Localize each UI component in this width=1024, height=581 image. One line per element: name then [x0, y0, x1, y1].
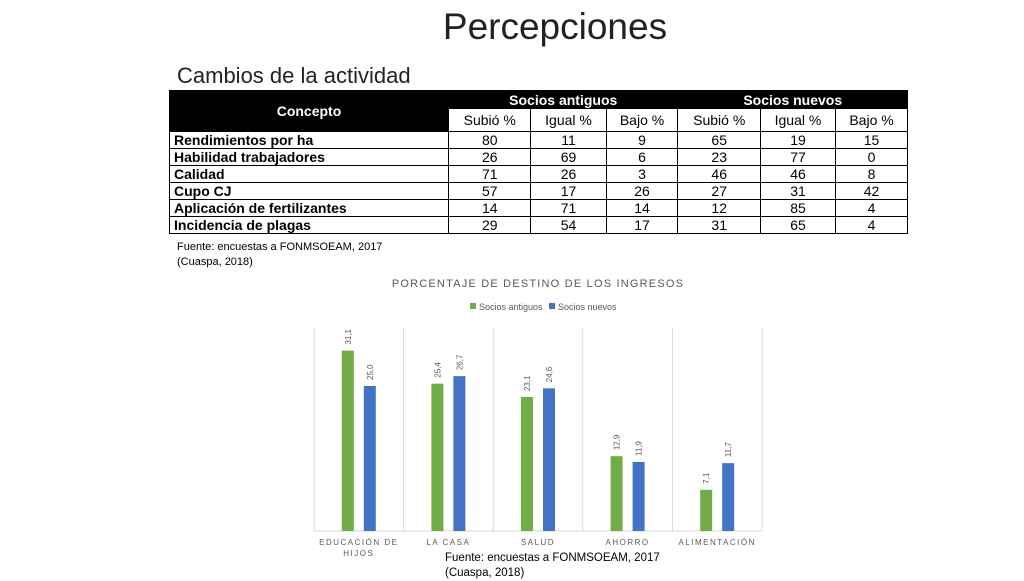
chart-source-line: (Cuaspa, 2018) [445, 567, 525, 579]
bar-value-label: 25,0 [366, 364, 375, 380]
chart-title: PORCENTAJE DE DESTINO DE LOS INGRESOS [392, 278, 684, 290]
table-cell: 29 [447, 216, 532, 234]
subheader-cell: Igual % [759, 108, 837, 132]
bar-value-label: 25,4 [433, 362, 442, 378]
table-row: Aplicación de fertilizantes 14 71 14 12 … [169, 199, 908, 217]
bar-socios-nuevos [632, 461, 645, 531]
bar-socios-antiguos [341, 350, 354, 531]
page-subtitle: Cambios de la actividad [177, 63, 411, 88]
bar-value-label: 12,9 [613, 434, 622, 450]
row-label: Habilidad trabajadores [169, 148, 449, 166]
table-row: Incidencia de plagas 29 54 17 31 65 4 [169, 216, 908, 234]
legend-swatch [549, 303, 555, 309]
row-label: Cupo CJ [169, 182, 449, 200]
bar-socios-nuevos [363, 386, 376, 531]
category-label: SALUD [521, 538, 555, 547]
concept-header: Concepto [169, 90, 449, 132]
table-cell: 14 [605, 199, 679, 217]
bar-socios-antiguos [700, 489, 713, 531]
table-cell: 14 [447, 199, 532, 217]
table-cell: 31 [677, 216, 761, 234]
table-cell: 65 [759, 216, 837, 234]
bar-socios-nuevos [722, 463, 735, 531]
bar-value-label: 7,1 [702, 472, 711, 484]
table-cell: 12 [677, 199, 761, 217]
chart-source: Fuente: encuestas a FONMSOEAM, 2017 (Cua… [445, 551, 660, 581]
category-label: EDUCACIÓN DE HIJOS [319, 538, 398, 558]
table-cell: 26 [447, 148, 532, 166]
row-label: Incidencia de plagas [169, 216, 449, 234]
bar-socios-nuevos [453, 376, 466, 531]
table-cell: 46 [759, 165, 837, 183]
table-cell: 4 [835, 216, 908, 234]
table-cell: 42 [835, 182, 908, 200]
bar-socios-antiguos [521, 397, 533, 531]
subheader-cell: Bajo % [835, 108, 908, 132]
subheader-cell: Bajo % [605, 108, 679, 132]
table-source-line: Fuente: encuestas a FONMSOEAM, 2017 [177, 241, 383, 253]
group-header-new: Socios nuevos [677, 90, 908, 109]
bar-value-label: 23,1 [523, 375, 532, 391]
legend-label: Socios nuevos [558, 302, 617, 312]
bar-value-label: 26,7 [455, 354, 464, 370]
changes-table: Concepto Socios antiguos Socios nuevos S… [169, 90, 908, 234]
table-cell: 54 [530, 216, 607, 234]
bar-socios-antiguos [610, 456, 623, 531]
bar-value-label: 31,1 [344, 328, 353, 344]
table-header-row: Concepto Socios antiguos Socios nuevos [169, 90, 908, 132]
table-cell: 19 [759, 131, 837, 149]
bar-socios-nuevos [543, 388, 555, 531]
chart-source-line: Fuente: encuestas a FONMSOEAM, 2017 [445, 552, 660, 564]
table-source: Fuente: encuestas a FONMSOEAM, 2017 (Cua… [177, 240, 382, 270]
category-label: AHORRO [606, 538, 650, 547]
table-row: Calidad 71 26 3 46 46 8 [169, 165, 908, 183]
bar-value-label: 11,7 [724, 442, 733, 458]
bar-socios-antiguos [431, 383, 444, 531]
category-label: LA CASA [426, 538, 470, 547]
category-label: ALIMENTACIÓN [678, 538, 755, 547]
table-source-line: (Cuaspa, 2018) [177, 256, 253, 268]
legend-label: Socios antiguos [479, 302, 543, 312]
page-title: Percepciones [442, 6, 668, 47]
subheader-cell: Subió % [677, 108, 761, 132]
table-row: Cupo CJ 57 17 26 27 31 42 [169, 182, 908, 200]
legend-swatch [470, 303, 476, 309]
bar-value-label: 11,9 [635, 440, 644, 456]
bar-value-label: 24,6 [545, 366, 554, 382]
